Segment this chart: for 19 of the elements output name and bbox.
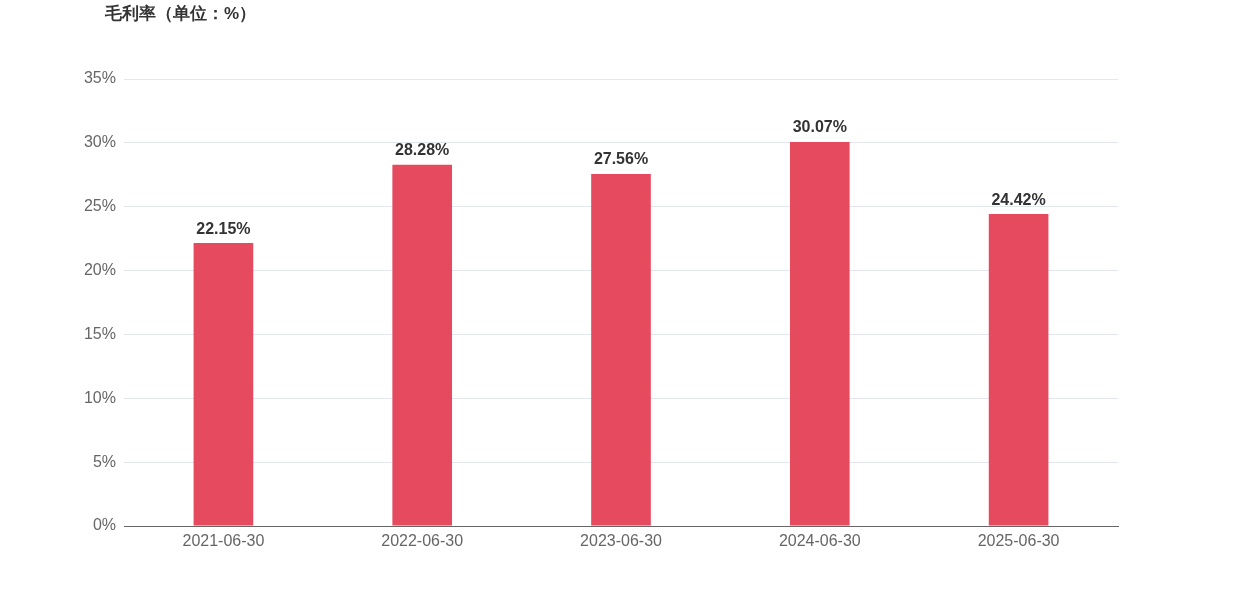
data-label: 30.07%: [792, 118, 847, 136]
data-label: 22.15%: [196, 219, 251, 237]
y-tick-label: 20%: [83, 260, 116, 278]
y-tick-label: 10%: [83, 388, 116, 406]
y-tick-label: 30%: [83, 133, 116, 151]
x-tick-label: 2023-06-30: [580, 532, 663, 550]
data-label: 28.28%: [395, 141, 450, 159]
data-label: 27.56%: [593, 150, 649, 168]
x-tick-label: 2021-06-30: [182, 532, 265, 550]
x-tick-label: 2024-06-30: [778, 532, 861, 550]
chart-title: 毛利率（单位：%）: [105, 3, 257, 25]
data-label: 24.42%: [991, 190, 1046, 208]
y-tick-label: 0%: [92, 516, 116, 534]
y-tick-label: 15%: [83, 324, 116, 342]
y-tick-label: 25%: [83, 197, 116, 215]
y-tick-label: 5%: [92, 452, 116, 470]
y-tick-label: 35%: [83, 69, 116, 87]
x-tick-label: 2022-06-30: [381, 532, 464, 550]
x-tick-label: 2025-06-30: [977, 532, 1060, 550]
